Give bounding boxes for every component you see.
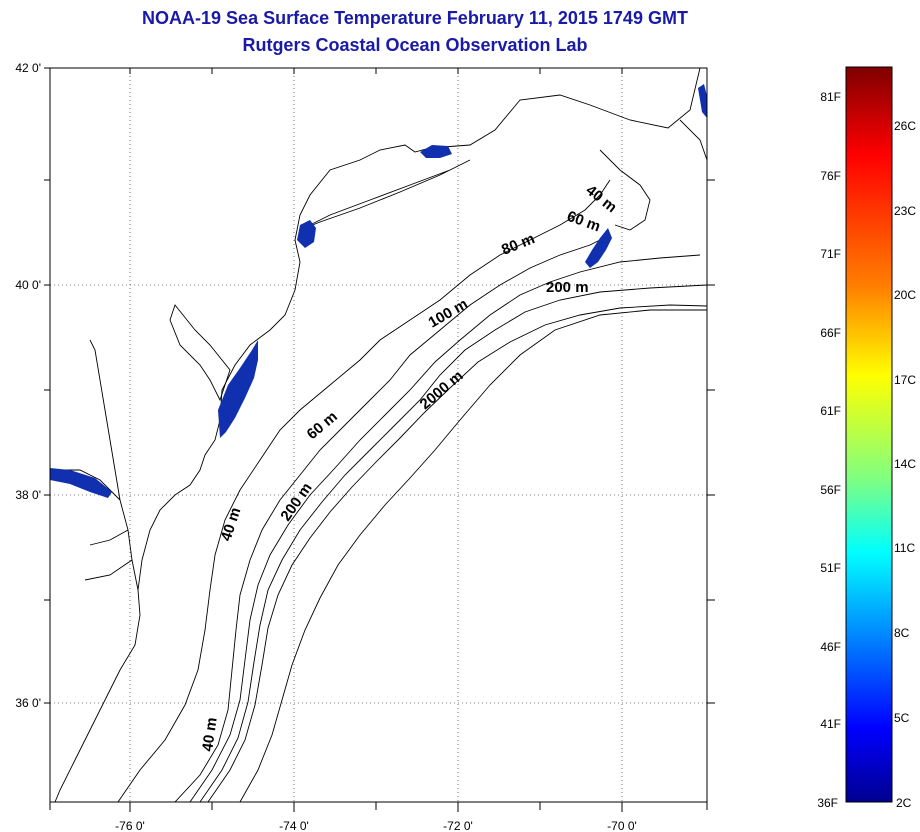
cb-c-2: 2C	[896, 796, 912, 810]
lat-label-36: 36 0'	[15, 696, 41, 710]
contour-200m	[207, 304, 707, 802]
cold-water-shelf-patch	[585, 228, 612, 268]
map-subtitle: Rutgers Coastal Ocean Observation Lab	[242, 35, 588, 55]
cb-c-20: 20C	[894, 288, 916, 302]
graticule	[50, 68, 707, 802]
colorbar-fahrenheit-labels: 81F 76F 71F 66F 61F 56F 51F 46F 41F 36F	[817, 90, 841, 810]
cb-c-26: 26C	[894, 119, 916, 133]
cb-c-14: 14C	[894, 457, 916, 471]
long-island	[299, 159, 471, 231]
frame-ticks	[44, 67, 715, 812]
contour-label-80m: 80 m	[499, 230, 537, 259]
cb-f-56: 56F	[820, 483, 841, 497]
contour-label-60m-ne: 60 m	[565, 208, 603, 236]
lon-label-76: -76 0'	[115, 819, 145, 832]
lat-label-38: 38 0'	[15, 488, 41, 502]
cb-f-41: 41F	[820, 717, 841, 731]
lat-label-40: 40 0'	[15, 278, 41, 292]
contour-label-100m: 100 m	[426, 295, 471, 331]
cb-c-17: 17C	[894, 373, 916, 387]
contour-label-40m-mid: 40 m	[218, 505, 245, 543]
cb-f-61: 61F	[820, 404, 841, 418]
colorbar	[845, 66, 893, 803]
cold-water-chesapeake	[50, 468, 112, 498]
cb-c-5: 5C	[894, 711, 910, 725]
contour-100m	[199, 284, 707, 802]
contour-label-200m-ne: 200 m	[546, 279, 589, 296]
cold-water-delaware-bay	[218, 340, 258, 438]
contour-label-40m-ne: 40 m	[583, 182, 620, 216]
cb-f-71: 71F	[820, 247, 841, 261]
cb-c-8: 8C	[894, 626, 910, 640]
contour-label-40m-south: 40 m	[199, 716, 221, 752]
lon-label-74: -74 0'	[279, 819, 309, 832]
lon-label-72: -72 0'	[443, 819, 473, 832]
lat-label-42: 42 0'	[15, 61, 41, 75]
contour-40m	[117, 179, 611, 802]
cb-f-36: 36F	[817, 796, 838, 810]
chesapeake-bay	[60, 339, 139, 591]
cold-water-cape-cod	[698, 84, 707, 118]
contour-80m	[189, 254, 701, 802]
colorbar-celsius-labels: 26C 23C 20C 17C 14C 11C 8C 5C 2C	[894, 119, 916, 810]
cb-f-46: 46F	[820, 640, 841, 654]
delaware-bay	[169, 304, 231, 402]
cold-water-narragansett	[420, 145, 452, 158]
lon-label-70: -70 0'	[607, 819, 637, 832]
contour-labels: 40 m 60 m 80 m 200 m 100 m 2000 m 60 m 4…	[199, 182, 620, 753]
contour-label-60m-mid: 60 m	[304, 408, 341, 443]
map-frame	[49, 67, 708, 803]
map-title: NOAA-19 Sea Surface Temperature February…	[142, 8, 688, 28]
cold-water-raritan-bay	[297, 220, 316, 248]
cb-f-76: 76F	[820, 169, 841, 183]
coastline	[54, 68, 701, 802]
cape-cod	[599, 119, 707, 231]
cb-f-66: 66F	[820, 326, 841, 340]
contour-2000m	[239, 309, 707, 802]
contour-60m	[174, 234, 611, 802]
cb-c-23: 23C	[894, 204, 916, 218]
cb-c-11: 11C	[894, 541, 915, 555]
cb-f-81: 81F	[820, 90, 841, 104]
cb-f-51: 51F	[820, 561, 841, 575]
